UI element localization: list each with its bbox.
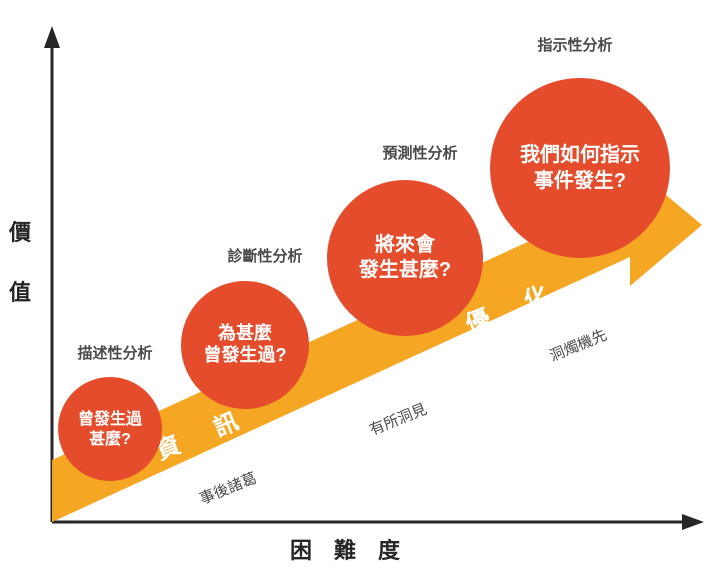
x-axis: [52, 514, 704, 530]
svg-text:事後諸葛: 事後諸葛: [197, 470, 259, 508]
circle-descriptive: 曾發生過 甚麼? 描述性分析: [58, 344, 162, 481]
label-prescriptive: 指示性分析: [537, 36, 612, 54]
svg-text:我們如何指示: 我們如何指示: [520, 142, 640, 166]
svg-text:曾發生過?: 曾發生過?: [204, 344, 287, 365]
y-axis-label-2: 值: [9, 280, 31, 305]
label-predictive: 預測性分析: [382, 144, 457, 162]
circle-prescriptive: 我們如何指示 事件發生? 指示性分析: [490, 36, 670, 258]
svg-text:將來會: 將來會: [375, 232, 436, 256]
circle-predictive: 將來會 發生甚麼? 預測性分析: [327, 144, 483, 336]
svg-text:甚麼?: 甚麼?: [89, 429, 131, 448]
sublabel-hindsight: 事後諸葛: [197, 470, 259, 508]
svg-text:洞燭機先: 洞燭機先: [547, 327, 609, 365]
label-descriptive: 描述性分析: [77, 344, 152, 362]
svg-text:曾發生過: 曾發生過: [78, 409, 143, 428]
sublabel-foresight: 洞燭機先: [547, 327, 609, 365]
svg-text:發生甚麼?: 發生甚麼?: [358, 257, 451, 281]
svg-text:事件發生?: 事件發生?: [534, 168, 626, 192]
x-axis-label: 困 難 度: [290, 538, 401, 563]
y-axis: [44, 26, 60, 522]
label-diagnostic: 診斷性分析: [227, 247, 302, 265]
sublabel-insight: 有所洞見: [367, 401, 429, 439]
circle-diagnostic: 為甚麼 曾發生過? 診斷性分析: [181, 247, 309, 409]
analytics-maturity-chart: 資 訊 優 化 事後諸葛 有所洞見 洞燭機先 曾發生過 甚麼? 描述性分析 為甚…: [0, 0, 709, 568]
svg-text:為甚麼: 為甚麼: [218, 322, 272, 343]
y-axis-label-1: 價: [8, 220, 32, 245]
svg-text:有所洞見: 有所洞見: [367, 401, 429, 439]
